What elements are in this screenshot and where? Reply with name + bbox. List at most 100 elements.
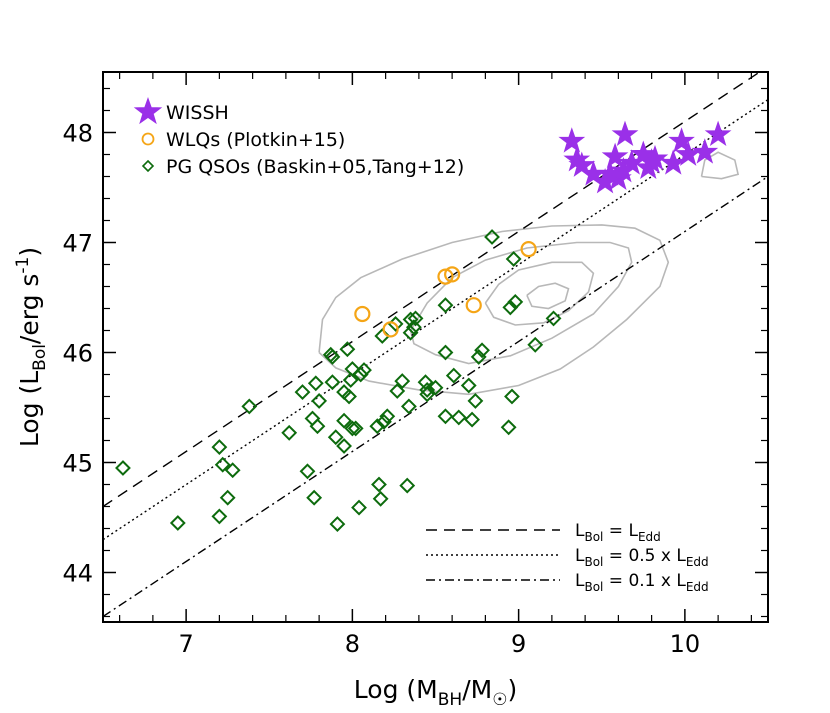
diamond-point bbox=[464, 411, 480, 428]
diamond-point bbox=[379, 408, 396, 425]
star-point bbox=[641, 144, 669, 171]
density-contour-5 bbox=[700, 151, 740, 180]
legend-label: WLQs (Plotkin+15) bbox=[166, 129, 345, 151]
diamond-point bbox=[437, 408, 454, 425]
diamond-point bbox=[341, 388, 357, 405]
legend-line-label: LBol = LEdd bbox=[575, 521, 661, 544]
diamond-point bbox=[371, 476, 387, 493]
star-point bbox=[704, 120, 732, 147]
legend-star-marker bbox=[133, 96, 163, 125]
diamond-point bbox=[419, 386, 436, 403]
circle-point bbox=[437, 268, 454, 285]
star-point bbox=[691, 138, 719, 164]
diamond-point bbox=[507, 293, 524, 310]
diamond-point bbox=[281, 424, 298, 441]
diamond-point bbox=[211, 508, 228, 525]
diamond-point bbox=[474, 342, 490, 359]
series-circle bbox=[354, 241, 537, 338]
diamond-point bbox=[502, 299, 519, 316]
diamond-point bbox=[369, 418, 386, 435]
diamond-point bbox=[450, 409, 467, 426]
reference-lines bbox=[103, 72, 768, 618]
diamond-point bbox=[389, 383, 406, 399]
diamond-point bbox=[405, 319, 422, 336]
y-tick-label: 44 bbox=[62, 560, 93, 588]
diamond-point bbox=[352, 366, 369, 383]
series-star bbox=[558, 120, 732, 194]
diamond-point bbox=[527, 336, 544, 353]
x-axis-title: Log (MBH/M☉) bbox=[354, 675, 517, 710]
density-contour-4 bbox=[526, 282, 570, 310]
circle-point bbox=[354, 305, 371, 323]
diamond-point bbox=[304, 410, 321, 427]
diamond-point bbox=[344, 420, 361, 437]
y-axis-title: Log (LBol/erg s-1) bbox=[13, 247, 50, 447]
legend-line-label: LBol = 0.5 x LEdd bbox=[575, 546, 709, 569]
y-tick-label: 47 bbox=[62, 230, 93, 258]
diamond-point bbox=[399, 477, 416, 494]
x-tick-label: 8 bbox=[345, 630, 360, 658]
diamond-point bbox=[437, 297, 454, 314]
circle-point bbox=[465, 297, 482, 314]
axis-ticks: 7 8 9 10 44 45 46 47 48 bbox=[62, 72, 768, 658]
diamond-point bbox=[427, 379, 444, 396]
diamond-point bbox=[505, 251, 522, 267]
diamond-point bbox=[445, 367, 462, 384]
diamond-point bbox=[419, 381, 436, 398]
density-contour-2 bbox=[409, 241, 633, 365]
diamond-point bbox=[309, 418, 326, 435]
x-tick-label: 10 bbox=[670, 630, 701, 658]
diamond-point bbox=[437, 344, 454, 361]
diamond-point bbox=[351, 499, 367, 516]
data-points bbox=[115, 120, 732, 533]
y-tick-label: 46 bbox=[62, 340, 93, 368]
x-tick-label: 9 bbox=[511, 630, 526, 658]
diamond-point bbox=[306, 489, 323, 506]
diamond-point bbox=[336, 412, 352, 429]
diamond-point bbox=[339, 341, 356, 358]
legend-circle-marker bbox=[141, 132, 155, 146]
legend-line-label: LBol = 0.1 x LEdd bbox=[575, 571, 709, 594]
legend-diamond-marker bbox=[141, 159, 155, 173]
diamond-point bbox=[342, 372, 359, 388]
diamond-point bbox=[307, 375, 324, 392]
diamond-point bbox=[347, 420, 364, 437]
diamond-point bbox=[407, 310, 424, 327]
contour-layer bbox=[318, 151, 740, 396]
series-diamond bbox=[115, 229, 562, 533]
star-point bbox=[601, 142, 629, 169]
x-tick-label: 7 bbox=[178, 630, 193, 658]
diamond-point bbox=[504, 388, 520, 405]
diamond-point bbox=[356, 362, 372, 379]
diamond-point bbox=[324, 374, 341, 391]
diamond-point bbox=[372, 490, 389, 507]
diamond-point bbox=[545, 310, 562, 327]
diamond-point bbox=[467, 392, 484, 409]
diamond-point bbox=[299, 463, 316, 480]
diamond-point bbox=[484, 229, 500, 245]
circle-point bbox=[444, 266, 461, 283]
legend-label: WISSH bbox=[166, 102, 229, 124]
diamond-point bbox=[500, 419, 517, 436]
diamond-point bbox=[115, 460, 131, 476]
diamond-point bbox=[376, 413, 392, 430]
y-tick-label: 48 bbox=[62, 120, 93, 148]
diamond-point bbox=[311, 392, 328, 409]
diamond-point bbox=[169, 515, 186, 531]
diamond-point bbox=[241, 398, 258, 415]
plot-frame bbox=[102, 71, 769, 623]
diamond-point bbox=[211, 439, 228, 456]
diamond-point bbox=[460, 377, 477, 394]
diamond-point bbox=[402, 324, 419, 341]
diamond-point bbox=[219, 489, 236, 506]
circle-point bbox=[520, 241, 537, 258]
diamond-point bbox=[329, 516, 346, 533]
star-point bbox=[558, 127, 586, 153]
y-tick-label: 45 bbox=[62, 450, 93, 478]
diamond-point bbox=[214, 456, 231, 473]
eddington-line-dashed bbox=[103, 72, 761, 508]
legend: WISSH WLQs (Plotkin+15) PG QSOs (Baskin+05… bbox=[133, 96, 464, 178]
star-point bbox=[668, 127, 695, 153]
